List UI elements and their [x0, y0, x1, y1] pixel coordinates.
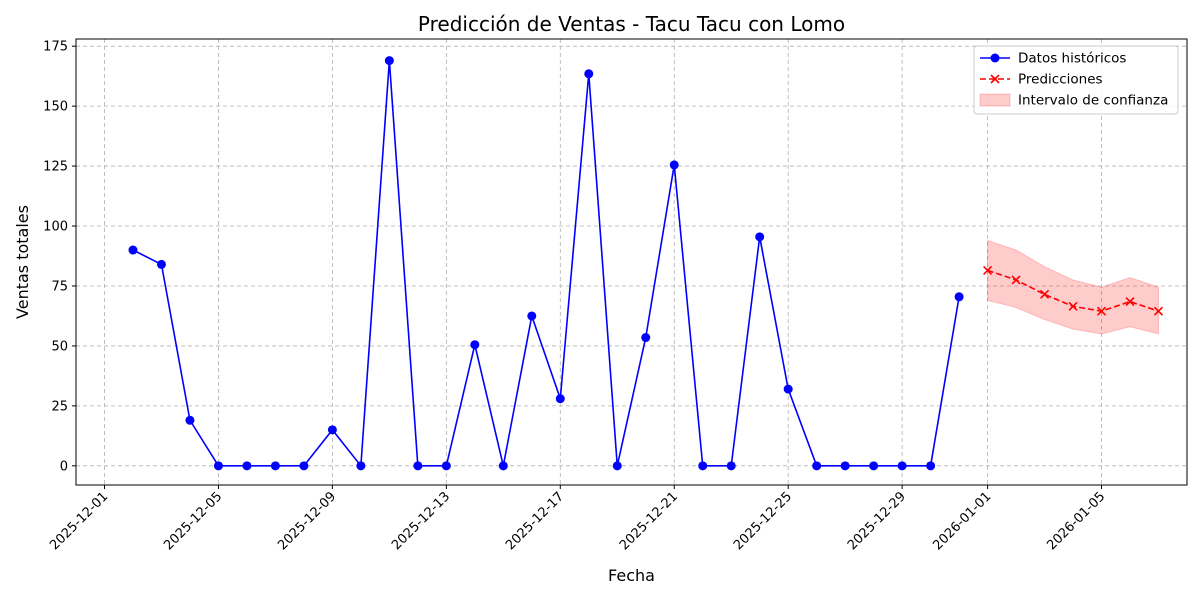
- legend-box: [973, 45, 1179, 115]
- historical-point: [869, 461, 879, 471]
- historical-point: [498, 461, 508, 471]
- x-tick-label: 2025-12-05: [161, 489, 225, 553]
- prediction-point: [1011, 275, 1021, 285]
- x-tick-label: 2025-12-29: [845, 489, 909, 553]
- prediction-point: [1039, 289, 1050, 299]
- historical-point: [270, 461, 280, 471]
- legend-marker-stroke: [990, 74, 1000, 84]
- prediction-marker-stroke: [983, 265, 993, 275]
- historical-point: [185, 415, 195, 425]
- prediction-point: [983, 265, 993, 275]
- x-tick-label: 2025-12-25: [731, 489, 795, 553]
- y-axis-title: Ventas totales: [13, 205, 32, 319]
- historical-line: [132, 60, 960, 468]
- y-tick-label: 0: [60, 459, 68, 474]
- x-tick-label: 2025-12-09: [275, 489, 339, 553]
- confidence-band-layer: [987, 239, 1160, 335]
- historical-point: [413, 461, 423, 471]
- prediction-marker-stroke: [1011, 275, 1021, 285]
- plot-frame: [75, 38, 1188, 486]
- prediction-point: [1153, 306, 1164, 316]
- x-tick-label: 2025-12-21: [617, 489, 681, 553]
- prediction-point: [1125, 296, 1135, 307]
- historical-point: [128, 245, 138, 255]
- x-tick-label: 2026-01-05: [1044, 489, 1108, 553]
- legend-label: Intervalo de confianza: [1018, 93, 1168, 109]
- historical-point: [954, 292, 964, 302]
- prediction-marker-stroke: [1068, 301, 1078, 311]
- axis-ticks: 0 25 50 75 100 125 150 175 2025-12-01 2025-12-05 2…: [43, 40, 1108, 554]
- y-tick-label: 100: [43, 220, 68, 235]
- legend-prediction-marker: [990, 74, 1000, 84]
- historical-point: [470, 340, 480, 350]
- x-axis-title: Fecha: [608, 566, 655, 585]
- historical-point: [897, 461, 907, 471]
- y-tick-label: 50: [51, 339, 68, 354]
- historical-point: [299, 461, 309, 471]
- confidence-band: [987, 239, 1160, 335]
- y-tick-label: 75: [51, 279, 68, 294]
- historical-point: [812, 461, 822, 471]
- prediction-marker-stroke: [1039, 289, 1050, 299]
- historical-point: [555, 394, 565, 404]
- historical-point: [755, 232, 765, 242]
- historical-point: [726, 461, 736, 471]
- y-tick-label: 125: [43, 160, 68, 175]
- y-tick-label: 175: [43, 40, 68, 55]
- historical-point: [156, 259, 166, 269]
- x-tick-label: 2026-01-01: [930, 489, 994, 553]
- historical-point: [641, 333, 651, 343]
- historical-point: [441, 461, 451, 471]
- x-tick-label: 2025-12-17: [503, 489, 567, 553]
- legend-label: Predicciones: [1018, 72, 1103, 88]
- historical-point: [327, 425, 337, 435]
- historical-point: [213, 461, 223, 471]
- historical-point: [584, 69, 594, 79]
- legend-historical-marker: [990, 53, 1000, 63]
- prediction-marker-stroke: [1096, 306, 1107, 316]
- chart-title: Predicción de Ventas - Tacu Tacu con Lom…: [418, 12, 845, 36]
- historical-point: [840, 461, 850, 471]
- historical-point: [783, 384, 793, 394]
- historical-point: [926, 461, 936, 471]
- historical-point: [384, 56, 394, 66]
- historical-point: [356, 461, 366, 471]
- prediction-point: [1096, 306, 1107, 316]
- series-layer: [128, 56, 1164, 471]
- y-tick-label: 150: [43, 100, 68, 115]
- prediction-point: [1068, 301, 1078, 311]
- historical-point: [612, 461, 622, 471]
- x-tick-label: 2025-12-13: [389, 489, 453, 553]
- historical-point: [669, 160, 679, 170]
- x-tick-label: 2025-12-01: [47, 489, 111, 553]
- legend: Datos históricos Predicciones Intervalo de…: [973, 45, 1179, 115]
- y-tick-label: 25: [51, 399, 68, 414]
- legend-label: Datos históricos: [1018, 51, 1126, 67]
- legend-band-swatch: [979, 93, 1011, 107]
- prediction-marker-stroke: [1153, 306, 1164, 316]
- grid-lines: [76, 39, 1187, 485]
- historical-point: [698, 461, 708, 471]
- historical-point: [527, 311, 537, 321]
- historical-point: [242, 461, 252, 471]
- prediction-marker-stroke: [1125, 296, 1135, 307]
